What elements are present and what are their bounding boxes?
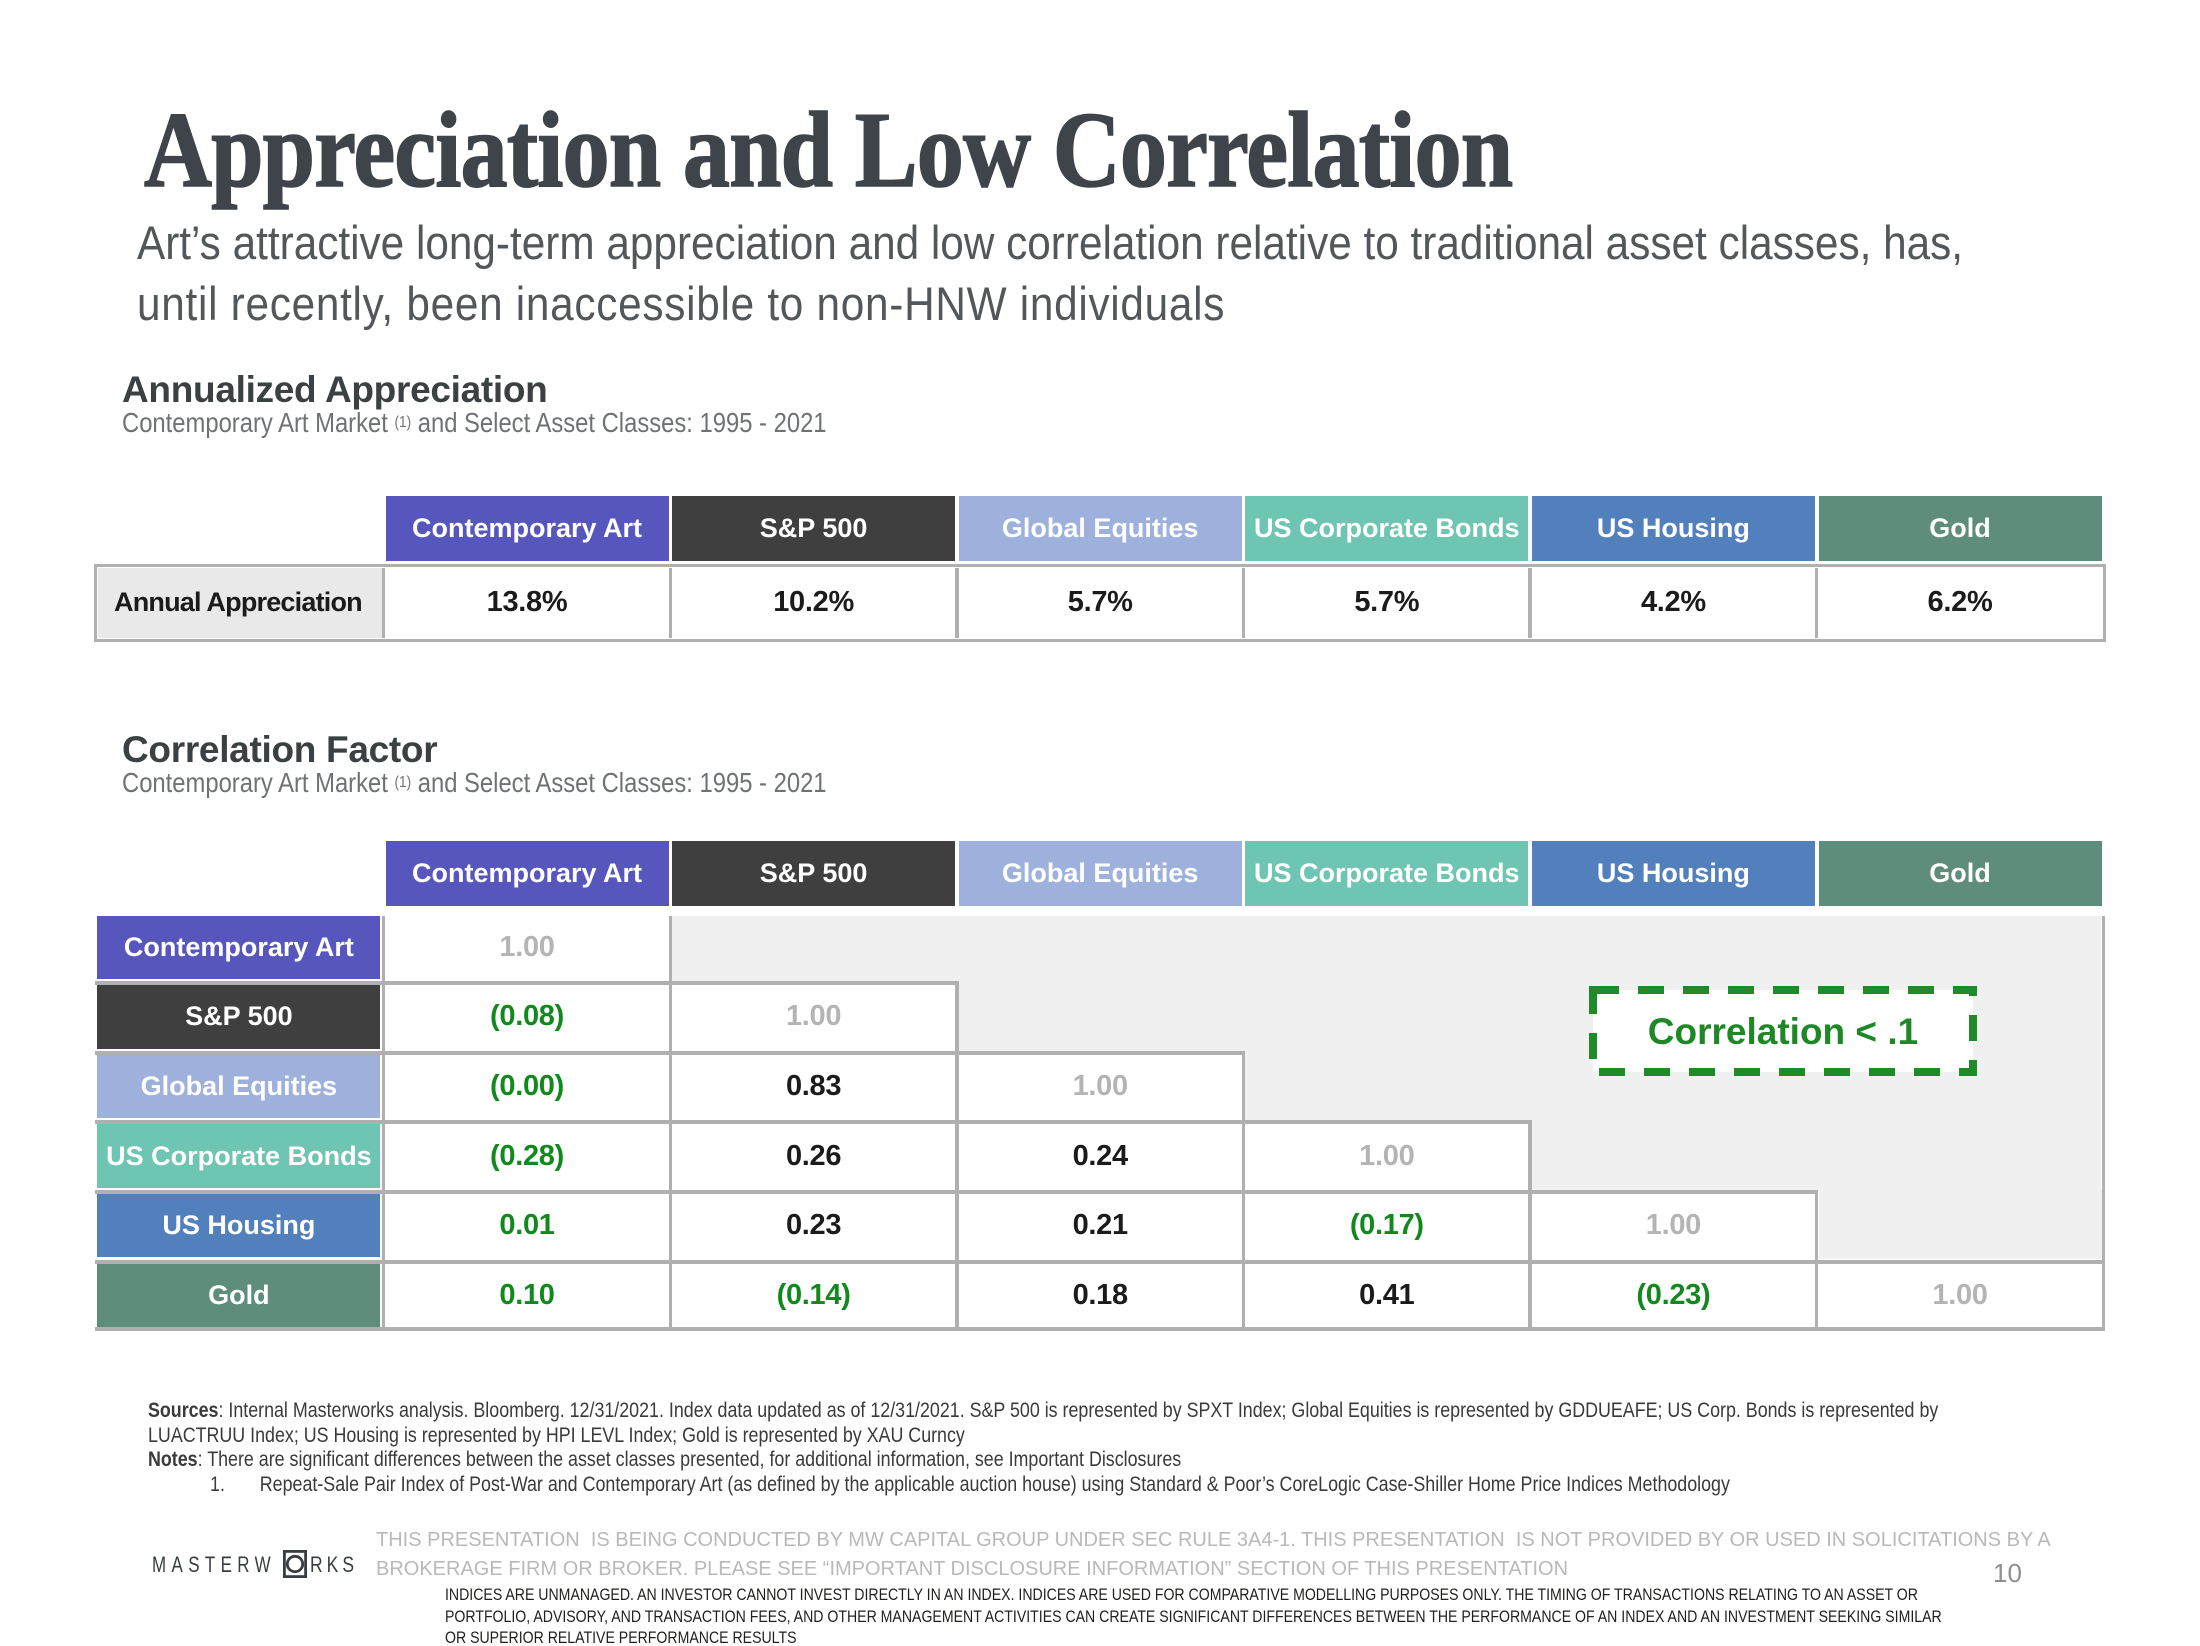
svg-text:Correlation < .1: Correlation < .1: [1648, 1011, 1918, 1052]
svg-text:RKS: RKS: [310, 1552, 358, 1577]
svg-text:MASTERW: MASTERW: [152, 1552, 276, 1577]
